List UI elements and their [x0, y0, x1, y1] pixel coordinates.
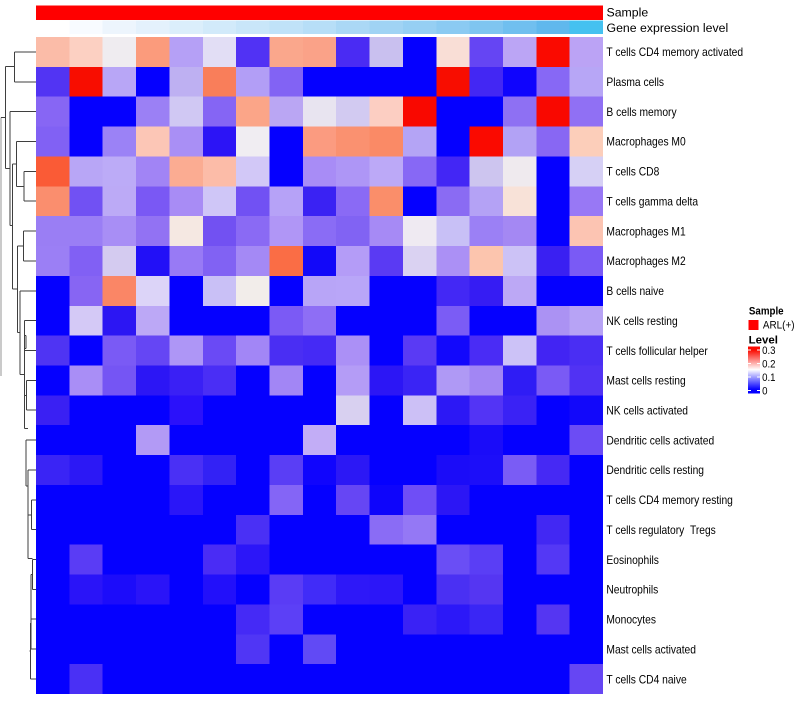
svg-text:Dendritic cells activated: Dendritic cells activated: [606, 434, 714, 447]
svg-text:0: 0: [762, 385, 767, 397]
svg-text:B cells memory: B cells memory: [606, 106, 676, 119]
svg-text:T cells CD4 memory activated: T cells CD4 memory activated: [606, 46, 743, 59]
svg-text:T cells CD4 naive: T cells CD4 naive: [606, 673, 686, 686]
svg-text:Monocytes: Monocytes: [606, 614, 656, 627]
svg-text:Macrophages M2: Macrophages M2: [606, 255, 685, 268]
svg-text:0.2: 0.2: [762, 359, 775, 371]
svg-text:Neutrophils: Neutrophils: [606, 584, 658, 597]
svg-text:Sample: Sample: [749, 306, 784, 318]
svg-text:Mast cells activated: Mast cells activated: [606, 643, 696, 656]
svg-text:NK cells resting: NK cells resting: [606, 315, 677, 328]
svg-text:Eosinophils: Eosinophils: [606, 554, 659, 567]
svg-text:0.1: 0.1: [762, 372, 775, 384]
svg-text:Dendritic cells resting: Dendritic cells resting: [606, 464, 704, 477]
svg-text:B cells naive: B cells naive: [606, 285, 664, 298]
svg-text:ARL(+): ARL(+): [763, 319, 795, 331]
svg-text:Macrophages M1: Macrophages M1: [606, 225, 685, 238]
svg-text:Mast cells resting: Mast cells resting: [606, 375, 685, 388]
svg-text:T cells follicular helper: T cells follicular helper: [606, 345, 708, 358]
svg-text:0.3: 0.3: [762, 345, 775, 357]
svg-text:T cells CD8: T cells CD8: [606, 166, 659, 179]
svg-text:T cells gamma delta: T cells gamma delta: [606, 195, 698, 208]
svg-text:Gene expression level: Gene expression level: [607, 21, 729, 35]
svg-text:T cells CD4 memory resting: T cells CD4 memory resting: [606, 494, 733, 507]
svg-text:Level: Level: [749, 335, 778, 347]
svg-text:Sample: Sample: [607, 6, 649, 20]
svg-text:T cells regulatory Tregs: T cells regulatory Tregs: [606, 524, 716, 537]
svg-text:NK cells activated: NK cells activated: [606, 405, 688, 418]
svg-text:Macrophages M0: Macrophages M0: [606, 136, 685, 149]
svg-text:Plasma cells: Plasma cells: [606, 76, 664, 89]
